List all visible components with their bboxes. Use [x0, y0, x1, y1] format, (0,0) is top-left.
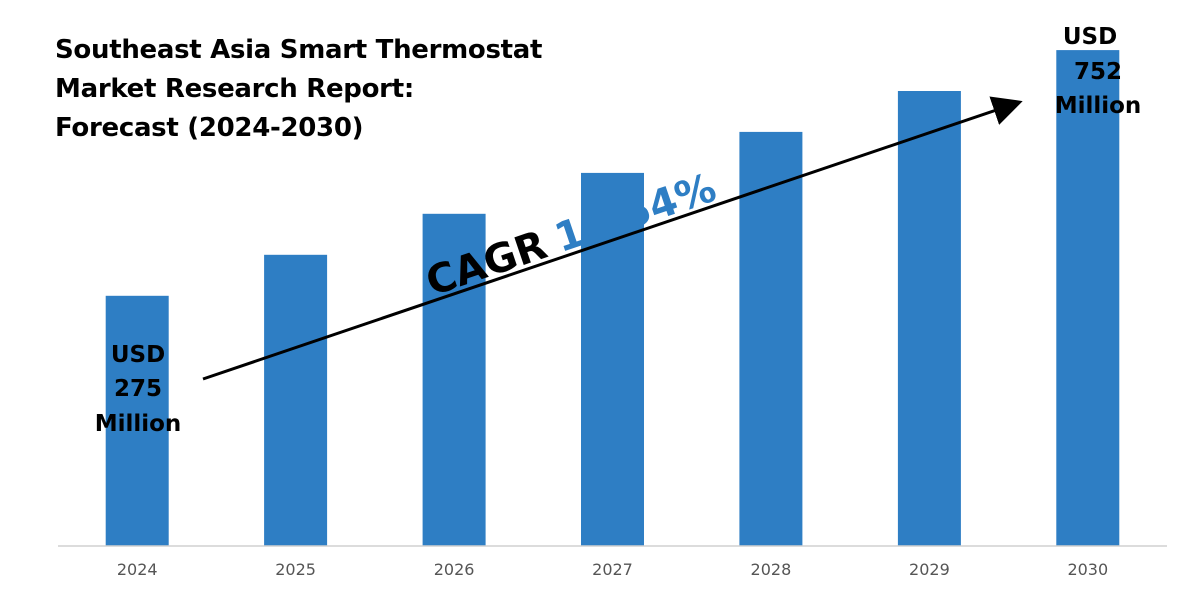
- bar-2027: [581, 172, 644, 546]
- x-tick-label-2028: 2028: [751, 560, 792, 579]
- start-annotation-line-1: USD: [111, 342, 165, 368]
- start-annotation-line-2: 275: [114, 376, 162, 402]
- end-annotation-line-1: USD: [1063, 24, 1117, 50]
- bar-2025: [264, 254, 328, 547]
- x-tick-label-2026: 2026: [434, 560, 475, 579]
- x-tick-label-2024: 2024: [117, 560, 158, 579]
- bar-2024: [105, 295, 169, 547]
- bar-2028: [739, 131, 803, 546]
- end-annotation-line-3: Million: [1055, 93, 1142, 119]
- end-annotation-line-2: 752: [1074, 59, 1122, 85]
- x-tick-label-2025: 2025: [275, 560, 316, 579]
- bar-2030: [1056, 50, 1120, 546]
- x-tick-labels: 2024 2025 2026 2027 2028 2029 2030: [117, 560, 1108, 579]
- bar-2026: [422, 213, 486, 547]
- trend-arrow: [202, 96, 1023, 381]
- start-annotation-line-3: Million: [95, 411, 182, 437]
- x-tick-label-2029: 2029: [909, 560, 950, 579]
- chart-title-line-1: Southeast Asia Smart Thermostat: [55, 35, 542, 65]
- chart-title-line-2: Market Research Report:: [55, 74, 414, 104]
- chart-title-line-3: Forecast (2024-2030): [55, 113, 363, 143]
- bar-2029: [897, 91, 961, 546]
- bar-series: [105, 50, 1120, 547]
- x-tick-label-2030: 2030: [1067, 560, 1108, 579]
- x-tick-label-2027: 2027: [592, 560, 633, 579]
